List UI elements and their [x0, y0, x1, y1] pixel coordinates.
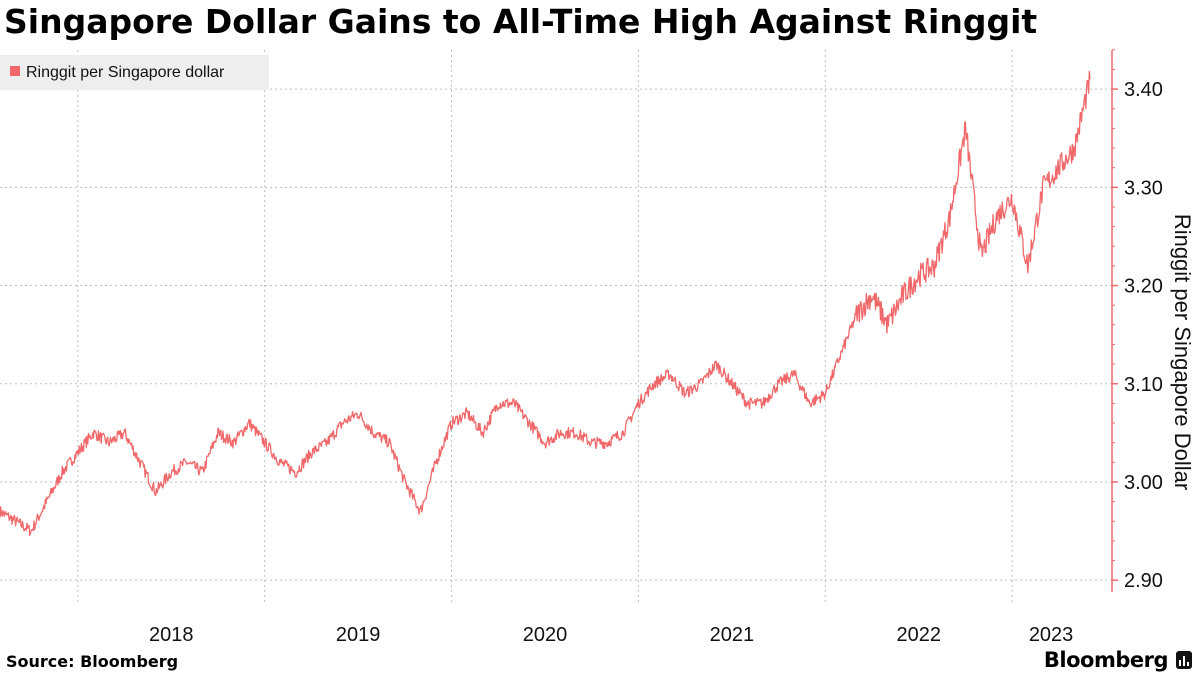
brand-name: Bloomberg — [1043, 648, 1169, 672]
legend-swatch — [10, 66, 20, 76]
chart-title: Singapore Dollar Gains to All-Time High … — [4, 2, 1038, 41]
y-tick-label: 3.20 — [1124, 276, 1163, 298]
series-line-ringgit-per-sgd — [0, 70, 1091, 537]
x-tick-label: 2023 — [1029, 624, 1074, 645]
y-tick-label: 3.30 — [1124, 177, 1163, 199]
x-tick-label: 2021 — [710, 624, 755, 645]
legend: Ringgit per Singapore dollar — [0, 55, 269, 90]
series-layer — [0, 70, 1091, 537]
bloomberg-brand: Bloomberg — [1044, 648, 1192, 672]
chart: 2.90 3.00 3.10 3.20 3.30 3.40 2018 2019 2020 202… — [0, 49, 1195, 645]
y-axis-label: Ringgit per Singapore Dollar — [1170, 214, 1195, 490]
x-tick-label: 2022 — [896, 624, 941, 645]
x-tick-label: 2019 — [336, 624, 381, 645]
legend-label: Ringgit per Singapore dollar — [26, 64, 225, 81]
y-tick-label: 3.40 — [1124, 79, 1163, 101]
y-tick-label: 2.90 — [1124, 570, 1163, 592]
legend-background — [0, 55, 269, 90]
source-note: Source: Bloomberg — [6, 652, 179, 671]
x-tick-label: 2020 — [523, 624, 568, 645]
bloomberg-chart-icon — [1176, 651, 1192, 669]
x-axis: 2018 2019 2020 2021 2022 2023 — [149, 624, 1073, 645]
y-tick-label: 3.00 — [1124, 472, 1163, 494]
grid-lines — [0, 50, 1112, 605]
x-tick-label: 2018 — [149, 624, 194, 645]
y-axis: 2.90 3.00 3.10 3.20 3.30 3.40 — [1111, 49, 1163, 592]
y-tick-label: 3.10 — [1124, 374, 1163, 396]
